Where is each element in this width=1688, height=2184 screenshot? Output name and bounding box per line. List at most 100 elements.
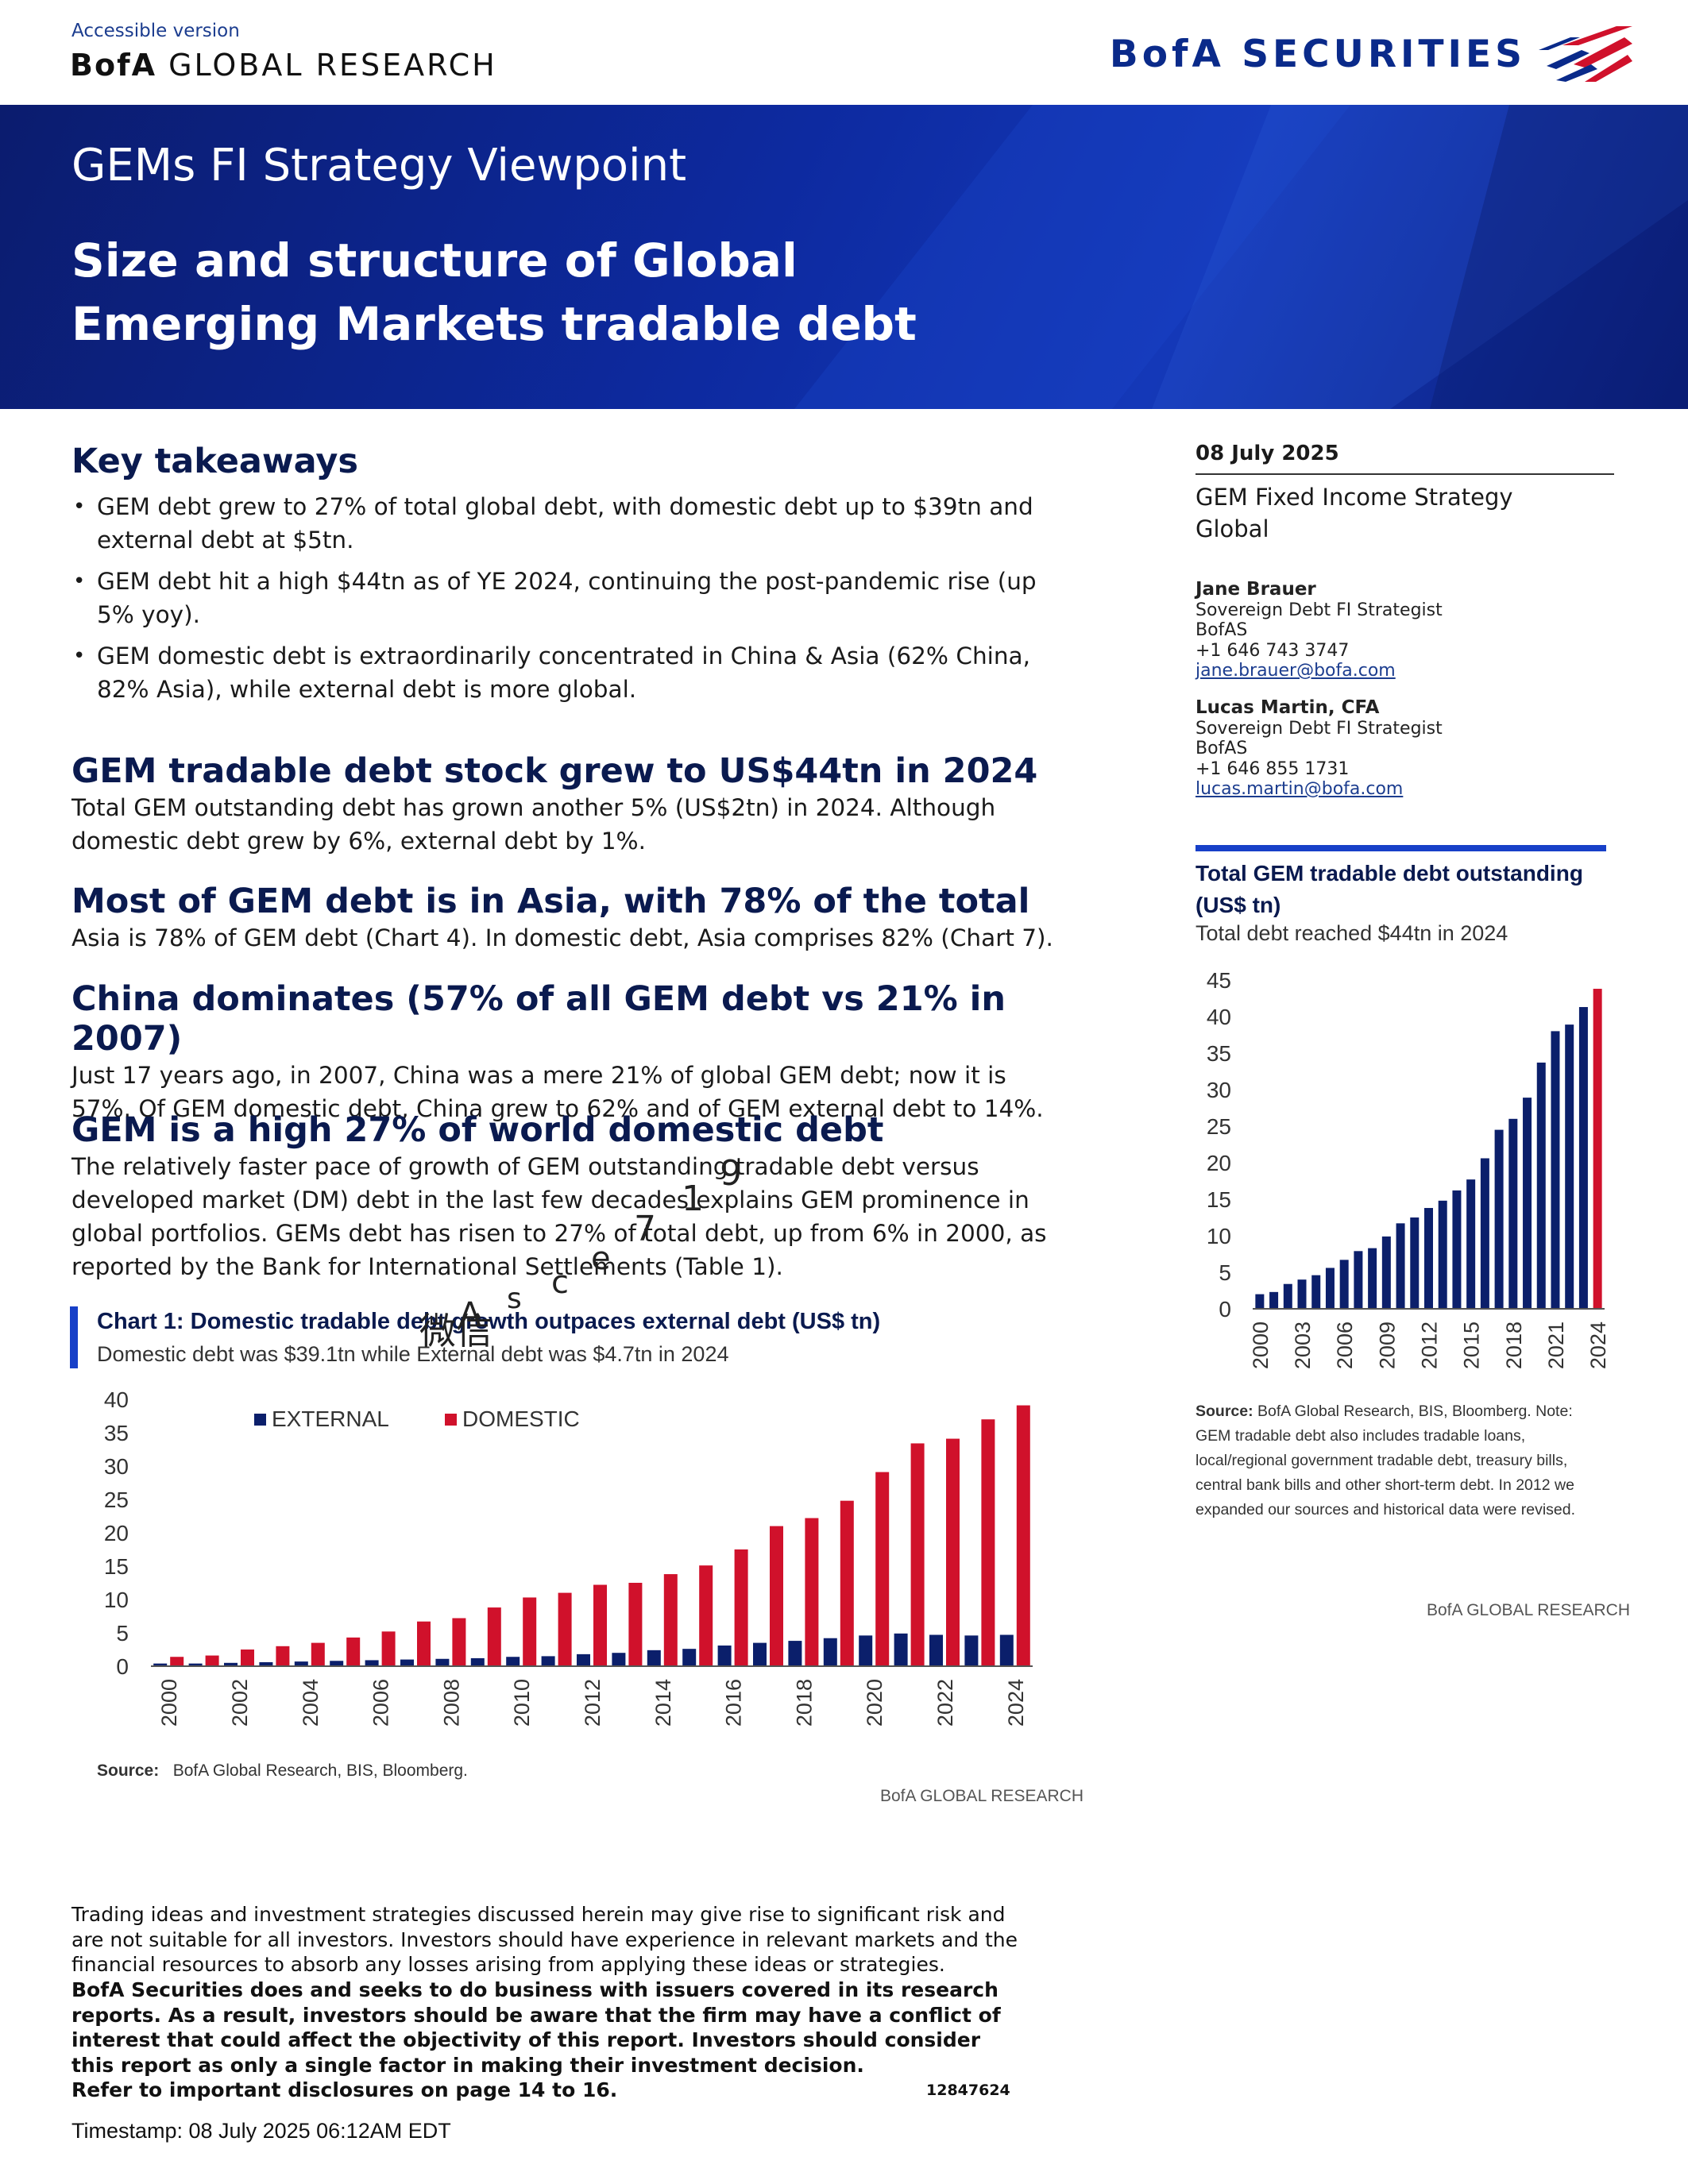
takeaway-item: GEM debt hit a high $44tn as of YE 2024,… [71,565,1064,631]
chart1-x-tick: 2024 [1004,1679,1028,1727]
chart2-bar [1466,1179,1476,1309]
author-role: Sovereign Debt FI Strategist [1196,718,1443,739]
chart2-x-tick: 2012 [1418,1322,1442,1369]
strategy-line: GEM Fixed Income Strategy [1196,484,1513,511]
chart2-bar [1283,1283,1292,1309]
chart1-title: Chart 1: Domestic tradable debt growth o… [97,1309,881,1334]
global-research-brand: BofA GLOBAL RESEARCH [70,48,497,83]
chart1-bar-domestic [840,1500,854,1666]
chart2-svg: 0 5 10 15 20 25 30 35 40 45 2000 2003 2006 2009 2012 20… [1207,968,1609,1369]
watermark-char: 微信 [419,1310,492,1352]
source-label: Source: [97,1761,160,1780]
chart1-bar-domestic [170,1657,184,1666]
accessible-version-link[interactable]: Accessible version [71,21,240,41]
chart2-bar [1311,1275,1321,1309]
author-card: Lucas Martin, CFA Sovereign Debt FI Stra… [1196,697,1609,800]
disclaimer-text: Trading ideas and investment strategies … [71,1903,1018,1976]
author-role: Sovereign Debt FI Strategist [1196,600,1443,620]
chart2-source: Source: BofA Global Research, BIS, Bloom… [1196,1399,1609,1522]
disclaimer-bold: BofA Securities does and seeks to do bus… [71,1978,1025,2103]
chart1-bar-domestic [628,1583,643,1666]
chart1-x-tick: 2018 [792,1679,816,1727]
author-firm: BofAS [1196,739,1248,758]
chart1-bar-external [647,1650,661,1666]
timestamp: Timestamp: 08 July 2025 06:12AM EDT [71,2119,451,2143]
report-date: 08 July 2025 [1196,442,1339,465]
chart1-bar-domestic [311,1642,325,1666]
chart1-bar-domestic [487,1607,501,1666]
chart2-y-tick: 5 [1219,1260,1231,1285]
author-phone: +1 646 743 3747 [1196,640,1350,661]
chart1-bar-domestic [523,1597,537,1666]
chart1-bar-domestic [663,1574,678,1666]
chart1-bar-domestic [981,1419,995,1666]
chart2-bar [1424,1208,1433,1309]
chart1-bar-external [964,1635,979,1666]
watermark-char: c [551,1264,569,1301]
chart1-bar-domestic [558,1592,572,1666]
chart1-bar-external [330,1661,344,1666]
chart2-y-tick: 0 [1219,1297,1231,1322]
date-divider [1196,473,1614,475]
section-heading: Most of GEM debt is in Asia, with 78% of… [71,882,1030,921]
chart2-bar [1452,1190,1462,1309]
chart1-bar-domestic [205,1655,219,1666]
chart1-y-tick: 10 [104,1588,129,1612]
chart1-bar-domestic [452,1618,466,1666]
chart1-bar-domestic [699,1565,713,1666]
chart1-bar-domestic [346,1637,361,1666]
section-china: China dominates (57% of all GEM debt vs … [71,979,1064,1125]
chart1-x-tick: 2000 [157,1679,181,1727]
chart1-bar-external [717,1645,732,1666]
chart2-x-tick: 2024 [1586,1322,1609,1369]
section-heading: GEM tradable debt stock grew to US$44tn … [71,751,1038,791]
chart1-y-tick: 35 [104,1421,129,1445]
chart1-y-tick: 15 [104,1554,129,1579]
report-series: GEMs FI Strategy Viewpoint [71,140,687,191]
chart1-bar-external [823,1638,837,1666]
title-banner [0,105,1688,409]
chart2-y-tick: 25 [1207,1114,1231,1139]
chart2-x-tick: 2018 [1502,1322,1526,1369]
chart1-y-tick: 25 [104,1488,129,1512]
chart2-bar [1438,1200,1447,1309]
chart1-x-tick: 2010 [510,1679,534,1727]
chart1-svg: 0 5 10 15 20 25 30 35 40 2000 2002 2004 2006 2008 2010… [104,1387,1033,1727]
chart1-x-tick: 2004 [299,1679,323,1727]
chart1-y-tick: 5 [116,1621,129,1646]
chart2-bar [1578,1007,1588,1309]
author-email-link[interactable]: jane.brauer@bofa.com [1196,661,1396,681]
chart1-legend-label: EXTERNAL [272,1406,389,1431]
document-number: 12847624 [926,2082,1010,2099]
chart1-bar-domestic [946,1438,960,1666]
chart2-x-tick: 2000 [1249,1322,1273,1369]
chart1-brand: BofA GLOBAL RESEARCH [880,1787,1083,1805]
chart1-y-tick: 40 [104,1387,129,1412]
chart1-bar-domestic [805,1518,819,1666]
section-debt-stock: GEM tradable debt stock grew to US$44tn … [71,751,1064,858]
author-email-link[interactable]: lucas.martin@bofa.com [1196,779,1404,799]
chart2-y-tick: 40 [1207,1005,1231,1029]
watermark-char: 9 [720,1153,742,1194]
watermark-char: s [507,1283,522,1315]
chart1-bar-external [753,1642,767,1666]
banner-pattern [794,105,1688,409]
chart2-bar [1536,1062,1546,1309]
chart1-bar-external [788,1641,802,1666]
chart1-bar-external [224,1662,238,1666]
chart2-bar [1565,1024,1574,1309]
chart1-source: Source: BofA Global Research, BIS, Bloom… [97,1761,468,1781]
chart2-bar [1396,1223,1405,1309]
chart1-bar-external [470,1657,485,1666]
conflict-notice: BofA Securities does and seeks to do bus… [71,1978,1001,2077]
chart2-x-tick: 2006 [1333,1322,1357,1369]
logo-text: BofA SECURITIES [1109,32,1526,76]
flag-icon [1539,26,1632,82]
source-text: BofA Global Research, BIS, Bloomberg. No… [1196,1403,1576,1518]
watermark-char: 7 [634,1209,656,1249]
chart2-title: Total GEM tradable debt outstanding (US$… [1196,861,1583,917]
chart2-bar [1255,1294,1265,1309]
chart1-bar-external [999,1634,1014,1666]
chart1-bar-external [612,1653,626,1666]
chart1-bar-domestic [381,1631,396,1666]
